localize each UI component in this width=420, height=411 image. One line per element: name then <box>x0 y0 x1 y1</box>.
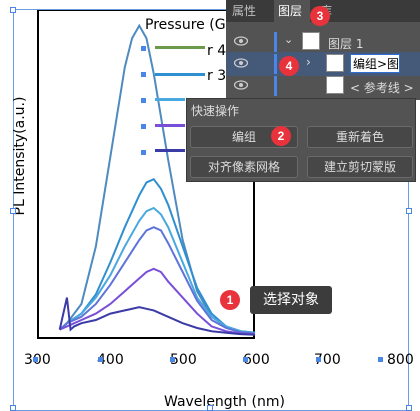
quick-actions-panel: 快速操作 编组 重新着色 对齐像素网格 建立剪切蒙版 <box>186 98 416 182</box>
selection-handle[interactable] <box>316 357 321 362</box>
selection-handle[interactable] <box>141 98 146 103</box>
layer-color-bar <box>274 32 277 52</box>
layer-thumbnail <box>326 76 344 94</box>
layer-thumbnail <box>302 32 320 50</box>
legend-line-4 <box>155 124 185 127</box>
legend-line-5 <box>155 149 185 152</box>
layer-name[interactable]: 图层 1 <box>328 37 364 51</box>
spectrum-line-2[interactable] <box>59 177 256 334</box>
select-object-tooltip: 选择对象 <box>250 286 332 314</box>
layer-row-layer1[interactable]: ⌄ 图层 1 <box>226 30 420 54</box>
step-badge-2: 2 <box>271 126 291 146</box>
layer-name[interactable]: < 参考线 > <box>350 81 414 95</box>
selection-handle[interactable] <box>243 357 248 362</box>
legend-line-3 <box>155 98 185 101</box>
legend-title: Pressure (GP <box>145 17 234 33</box>
bounding-handle[interactable] <box>207 405 213 411</box>
eye-icon[interactable] <box>234 36 248 46</box>
tab-properties[interactable]: 属性 <box>232 4 257 18</box>
bounding-handle[interactable] <box>10 405 16 411</box>
x-tick-700: 700 <box>314 352 341 368</box>
bounding-handle[interactable] <box>406 405 412 411</box>
layer-row-group[interactable]: › 编组>图 <box>226 52 420 76</box>
step-badge-4: 4 <box>279 56 299 76</box>
bounding-handle[interactable] <box>10 7 16 13</box>
selection-handle[interactable] <box>141 46 146 51</box>
selection-handle[interactable] <box>141 72 146 77</box>
layer-color-bar <box>274 54 277 74</box>
legend-line-1 <box>155 46 205 49</box>
x-axis-label: Wavelength (nm) <box>164 394 285 410</box>
tab-layers[interactable]: 图层 <box>274 0 310 22</box>
quick-actions-title: 快速操作 <box>191 104 240 118</box>
selection-handle[interactable] <box>141 124 146 129</box>
eye-icon[interactable] <box>234 80 248 90</box>
legend-label-1: r 4 <box>207 43 227 59</box>
layer-row-guides[interactable]: < 参考线 > <box>226 74 420 98</box>
recolor-button[interactable]: 重新着色 <box>307 126 413 148</box>
eye-icon[interactable] <box>234 58 248 68</box>
spectrum-line-4[interactable] <box>59 226 256 335</box>
align-pixel-grid-button[interactable]: 对齐像素网格 <box>190 156 298 178</box>
step-badge-3: 3 <box>310 6 330 26</box>
layer-thumbnail <box>326 54 344 72</box>
selection-handle[interactable] <box>98 357 103 362</box>
selection-handle[interactable] <box>378 357 383 362</box>
selection-handle[interactable] <box>33 357 38 362</box>
clipping-mask-button[interactable]: 建立剪切蒙版 <box>307 156 413 178</box>
spectrum-line-6[interactable] <box>58 297 256 336</box>
legend-line-2 <box>155 73 205 76</box>
x-tick-800: 800 <box>387 352 414 368</box>
x-tick-400: 400 <box>97 352 124 368</box>
x-tick-500: 500 <box>170 352 197 368</box>
layer-name-input[interactable]: 编组>图 <box>350 54 400 73</box>
selection-handle[interactable] <box>141 150 146 155</box>
bounding-handle[interactable] <box>10 208 16 214</box>
layer-color-bar <box>274 76 277 96</box>
selection-handle[interactable] <box>170 357 175 362</box>
x-tick-600: 600 <box>243 352 270 368</box>
chevron-down-icon[interactable]: ⌄ <box>284 33 294 46</box>
step-badge-1: 1 <box>220 290 240 310</box>
bounding-handle[interactable] <box>406 208 412 214</box>
chevron-right-icon[interactable]: › <box>306 55 311 69</box>
legend-label-2: r 3 <box>207 68 227 84</box>
spectrum-line-3[interactable] <box>59 206 256 334</box>
spectrum-line-5[interactable] <box>59 267 256 336</box>
